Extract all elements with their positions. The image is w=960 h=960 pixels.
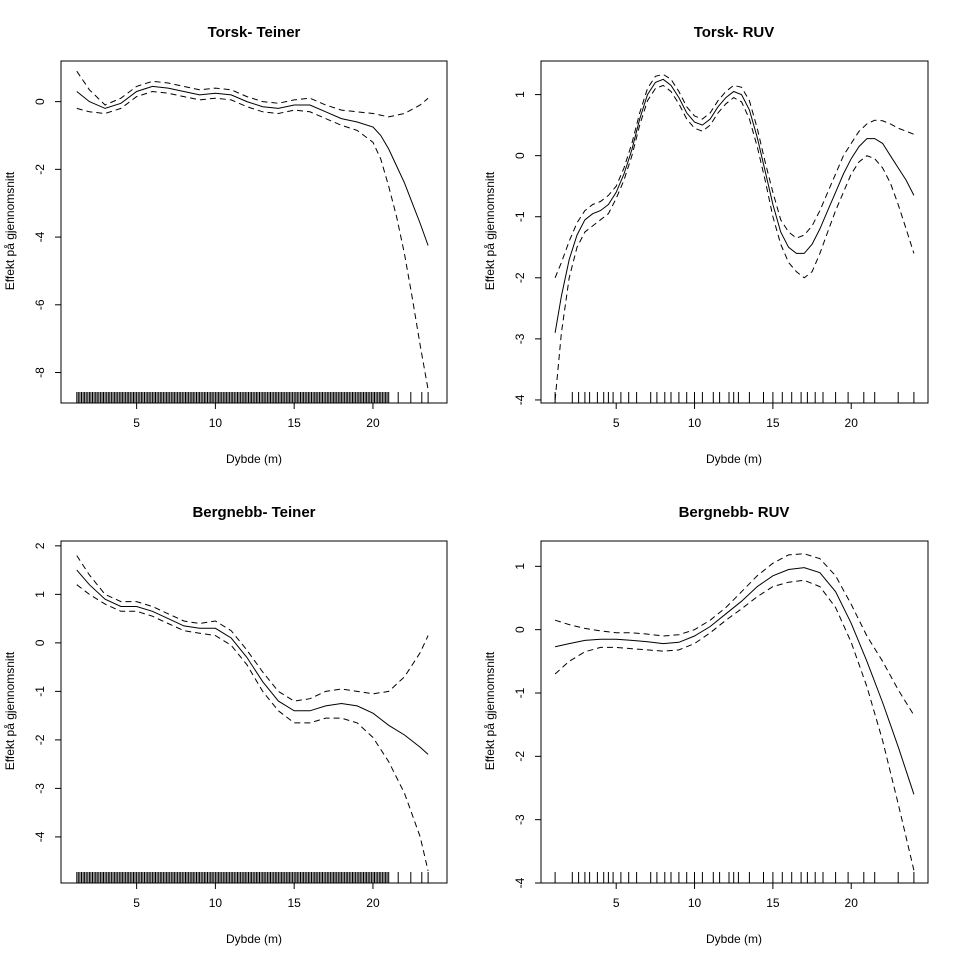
ci-upper-line — [554, 73, 915, 278]
panel-bergnebb-teiner: Bergnebb- Teiner Dybde (m) Effekt på gje… — [3, 504, 448, 946]
x-axis-label: Dybde (m) — [706, 452, 762, 466]
x-axis-label: Dybde (m) — [226, 932, 282, 946]
x-tick-label: 5 — [133, 896, 140, 910]
plot-frame — [540, 60, 929, 404]
x-tick-label: 10 — [209, 896, 223, 910]
fit-line — [554, 567, 915, 795]
fit-line — [554, 78, 915, 333]
y-tick-label: -2 — [33, 734, 47, 745]
x-tick-label: 20 — [366, 416, 380, 430]
x-tick-label: 5 — [613, 416, 620, 430]
y-tick-label: -2 — [33, 164, 47, 175]
ci-lower-line — [554, 84, 915, 400]
y-tick-label: -1 — [33, 686, 47, 697]
ci-lower-line — [76, 584, 429, 872]
plot-frame — [540, 540, 929, 884]
y-tick-label: -8 — [33, 367, 47, 378]
y-tick-label: -1 — [513, 687, 527, 698]
y-tick-label: -2 — [513, 272, 527, 283]
x-tick-label: 10 — [688, 416, 702, 430]
ci-lower-line — [76, 90, 429, 390]
y-tick-label: -3 — [33, 783, 47, 794]
y-axis-label: Effekt på gjennomsnitt — [483, 171, 497, 290]
panel-title: Torsk- RUV — [694, 24, 775, 41]
y-tick-label: 0 — [33, 98, 47, 105]
x-tick-label: 5 — [613, 896, 620, 910]
y-tick-label: 1 — [513, 563, 527, 570]
fit-line — [76, 85, 429, 246]
x-tick-label: 15 — [287, 416, 301, 430]
y-tick-label: 1 — [33, 591, 47, 598]
x-axis-label: Dybde (m) — [706, 932, 762, 946]
y-tick-label: 0 — [513, 626, 527, 633]
panel-torsk-teiner: Torsk- Teiner Dybde (m) Effekt på gjenno… — [3, 24, 448, 466]
y-tick-label: -3 — [513, 333, 527, 344]
x-tick-label: 20 — [366, 896, 380, 910]
panel-title: Bergnebb- Teiner — [192, 504, 315, 521]
y-tick-label: -4 — [33, 231, 47, 242]
y-tick-label: -2 — [513, 751, 527, 762]
y-tick-label: 0 — [33, 639, 47, 646]
y-axis-label: Effekt på gjennomsnitt — [3, 651, 17, 770]
panel-bergnebb-ruv: Bergnebb- RUV Dybde (m) Effekt på gjenno… — [483, 504, 929, 946]
x-tick-label: 10 — [688, 896, 702, 910]
y-tick-label: -3 — [513, 814, 527, 825]
y-axis-label: Effekt på gjennomsnitt — [3, 171, 17, 290]
fit-line — [76, 569, 429, 755]
y-tick-label: 1 — [513, 91, 527, 98]
panel-torsk-ruv: Torsk- RUV Dybde (m) Effekt på gjennomsn… — [483, 24, 929, 466]
y-tick-label: -4 — [513, 394, 527, 405]
ci-upper-line — [76, 555, 429, 702]
y-axis-label: Effekt på gjennomsnitt — [483, 651, 497, 770]
y-tick-label: -6 — [33, 299, 47, 310]
x-axis-label: Dybde (m) — [226, 452, 282, 466]
ci-upper-line — [554, 553, 915, 716]
plot-frame — [60, 540, 448, 884]
plot-frame — [60, 60, 448, 404]
x-tick-label: 10 — [209, 416, 223, 430]
x-tick-label: 20 — [845, 416, 859, 430]
y-tick-label: -4 — [33, 831, 47, 842]
y-tick-label: -1 — [513, 211, 527, 222]
panel-title: Torsk- Teiner — [208, 24, 301, 41]
ci-upper-line — [76, 70, 429, 118]
x-tick-label: 15 — [766, 416, 780, 430]
x-tick-label: 20 — [845, 896, 859, 910]
x-tick-label: 15 — [287, 896, 301, 910]
y-tick-label: 0 — [513, 152, 527, 159]
plot-area: 5 10 15 20 0 -2 -4 -6 -8 — [33, 60, 448, 430]
x-tick-label: 15 — [766, 896, 780, 910]
y-tick-label: -4 — [513, 877, 527, 888]
panel-title: Bergnebb- RUV — [679, 504, 790, 521]
x-tick-label: 5 — [133, 416, 140, 430]
y-tick-label: 2 — [33, 542, 47, 549]
